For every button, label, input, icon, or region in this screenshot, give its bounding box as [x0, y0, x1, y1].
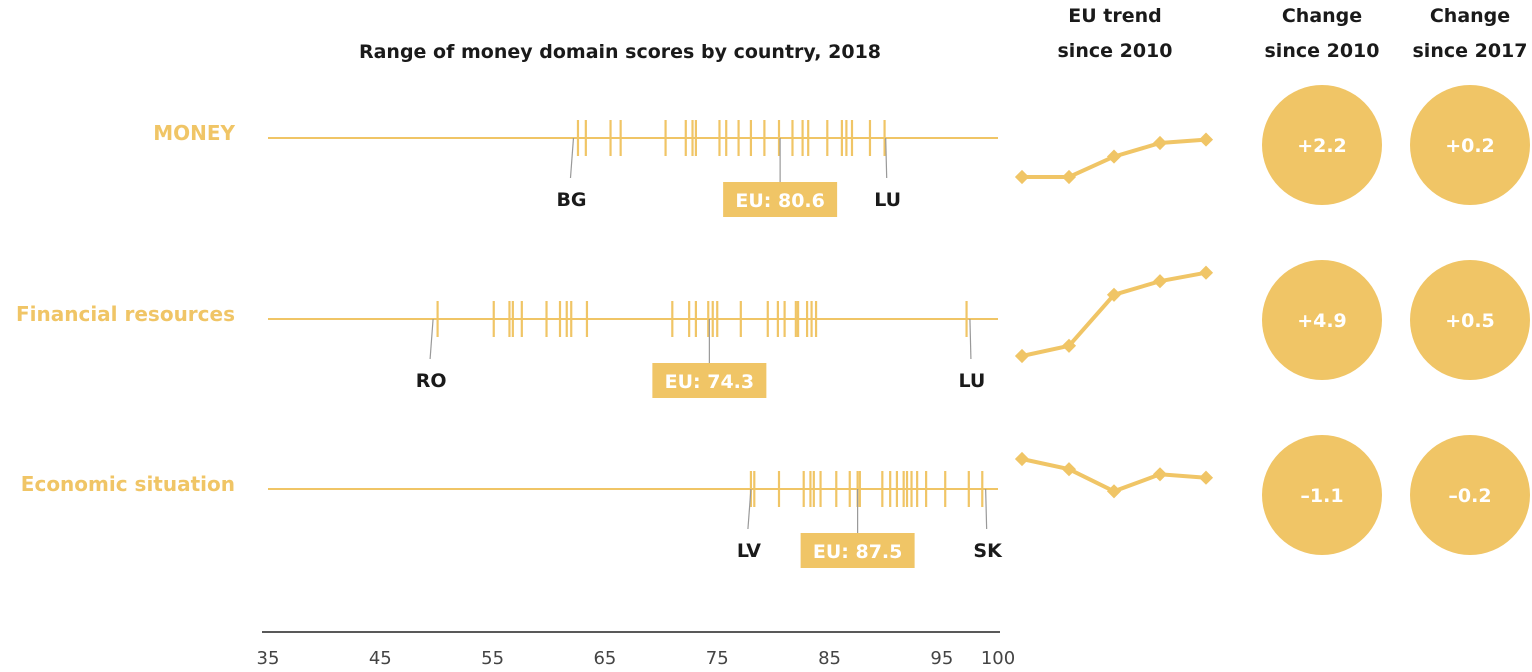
- header-trend-line1: EU trend: [1068, 5, 1162, 27]
- eu-trend-line: [1021, 270, 1207, 358]
- eu-trend-point: [1106, 484, 1122, 499]
- eu-trend-point: [1198, 265, 1214, 280]
- eu-trend-point: [1014, 451, 1030, 467]
- x-tick-label: 35: [257, 648, 280, 669]
- eu-trend-point: [1061, 462, 1077, 477]
- min-leader: [429, 318, 434, 360]
- max-leader: [885, 137, 888, 179]
- eu-value-label: EU: 74.3: [665, 371, 755, 393]
- eu-box: [723, 182, 838, 217]
- change-2017-circle: [1410, 435, 1530, 555]
- max-country-label: SK: [973, 540, 1003, 562]
- eu-value-label: EU: 87.5: [813, 541, 903, 563]
- x-tick-label: 95: [930, 648, 953, 669]
- header-change2017-line2: since 2017: [1413, 40, 1528, 62]
- x-tick-label: 45: [369, 648, 392, 669]
- row-label: MONEY: [153, 121, 235, 145]
- change-2010-circle: [1262, 85, 1382, 205]
- x-tick-label: 85: [818, 648, 841, 669]
- eu-value-label: EU: 80.6: [735, 190, 825, 212]
- row-label: Financial resources: [16, 302, 235, 326]
- header-change2010-line1: Change: [1282, 5, 1362, 27]
- change-2010-circle: [1262, 435, 1382, 555]
- change-2017-value: +0.2: [1445, 135, 1495, 157]
- change-2010-value: –1.1: [1300, 485, 1343, 507]
- x-tick-label: 65: [593, 648, 616, 669]
- x-tick-label: 75: [706, 648, 729, 669]
- max-country-label: LU: [958, 370, 985, 392]
- header-change2010-line2: since 2010: [1265, 40, 1380, 62]
- change-2017-value: +0.5: [1445, 310, 1495, 332]
- max-leader: [969, 318, 972, 360]
- change-2017-circle: [1410, 85, 1530, 205]
- eu-trend-point: [1152, 135, 1168, 151]
- change-2010-value: +2.2: [1297, 135, 1347, 157]
- eu-trend-point: [1198, 470, 1214, 485]
- eu-trend-point: [1061, 169, 1077, 185]
- eu-trend-point: [1152, 274, 1168, 289]
- change-2017-circle: [1410, 260, 1530, 380]
- eu-trend-point: [1198, 132, 1214, 147]
- chart-title: Range of money domain scores by country,…: [359, 41, 881, 63]
- row-label: Economic situation: [21, 472, 235, 496]
- eu-trend-point: [1061, 338, 1077, 353]
- min-leader: [569, 137, 575, 179]
- x-tick-label: 100: [981, 648, 1015, 669]
- eu-trend-point: [1152, 467, 1168, 482]
- min-country-label: RO: [416, 370, 447, 392]
- min-country-label: BG: [556, 189, 586, 211]
- eu-box: [800, 533, 915, 568]
- change-2017-value: –0.2: [1448, 485, 1491, 507]
- change-2010-circle: [1262, 260, 1382, 380]
- min-leader: [747, 488, 752, 530]
- eu-trend-point: [1106, 287, 1122, 302]
- eu-trend-point: [1106, 149, 1122, 164]
- min-country-label: LV: [737, 540, 761, 562]
- eu-trend-point: [1014, 348, 1030, 364]
- max-country-label: LU: [874, 189, 901, 211]
- eu-trend-point: [1014, 169, 1030, 185]
- x-tick-label: 55: [481, 648, 504, 669]
- eu-box: [652, 363, 767, 398]
- header-change2017-line1: Change: [1430, 5, 1510, 27]
- change-2010-value: +4.9: [1297, 310, 1347, 332]
- max-leader: [985, 488, 988, 530]
- header-trend-line2: since 2010: [1058, 40, 1173, 62]
